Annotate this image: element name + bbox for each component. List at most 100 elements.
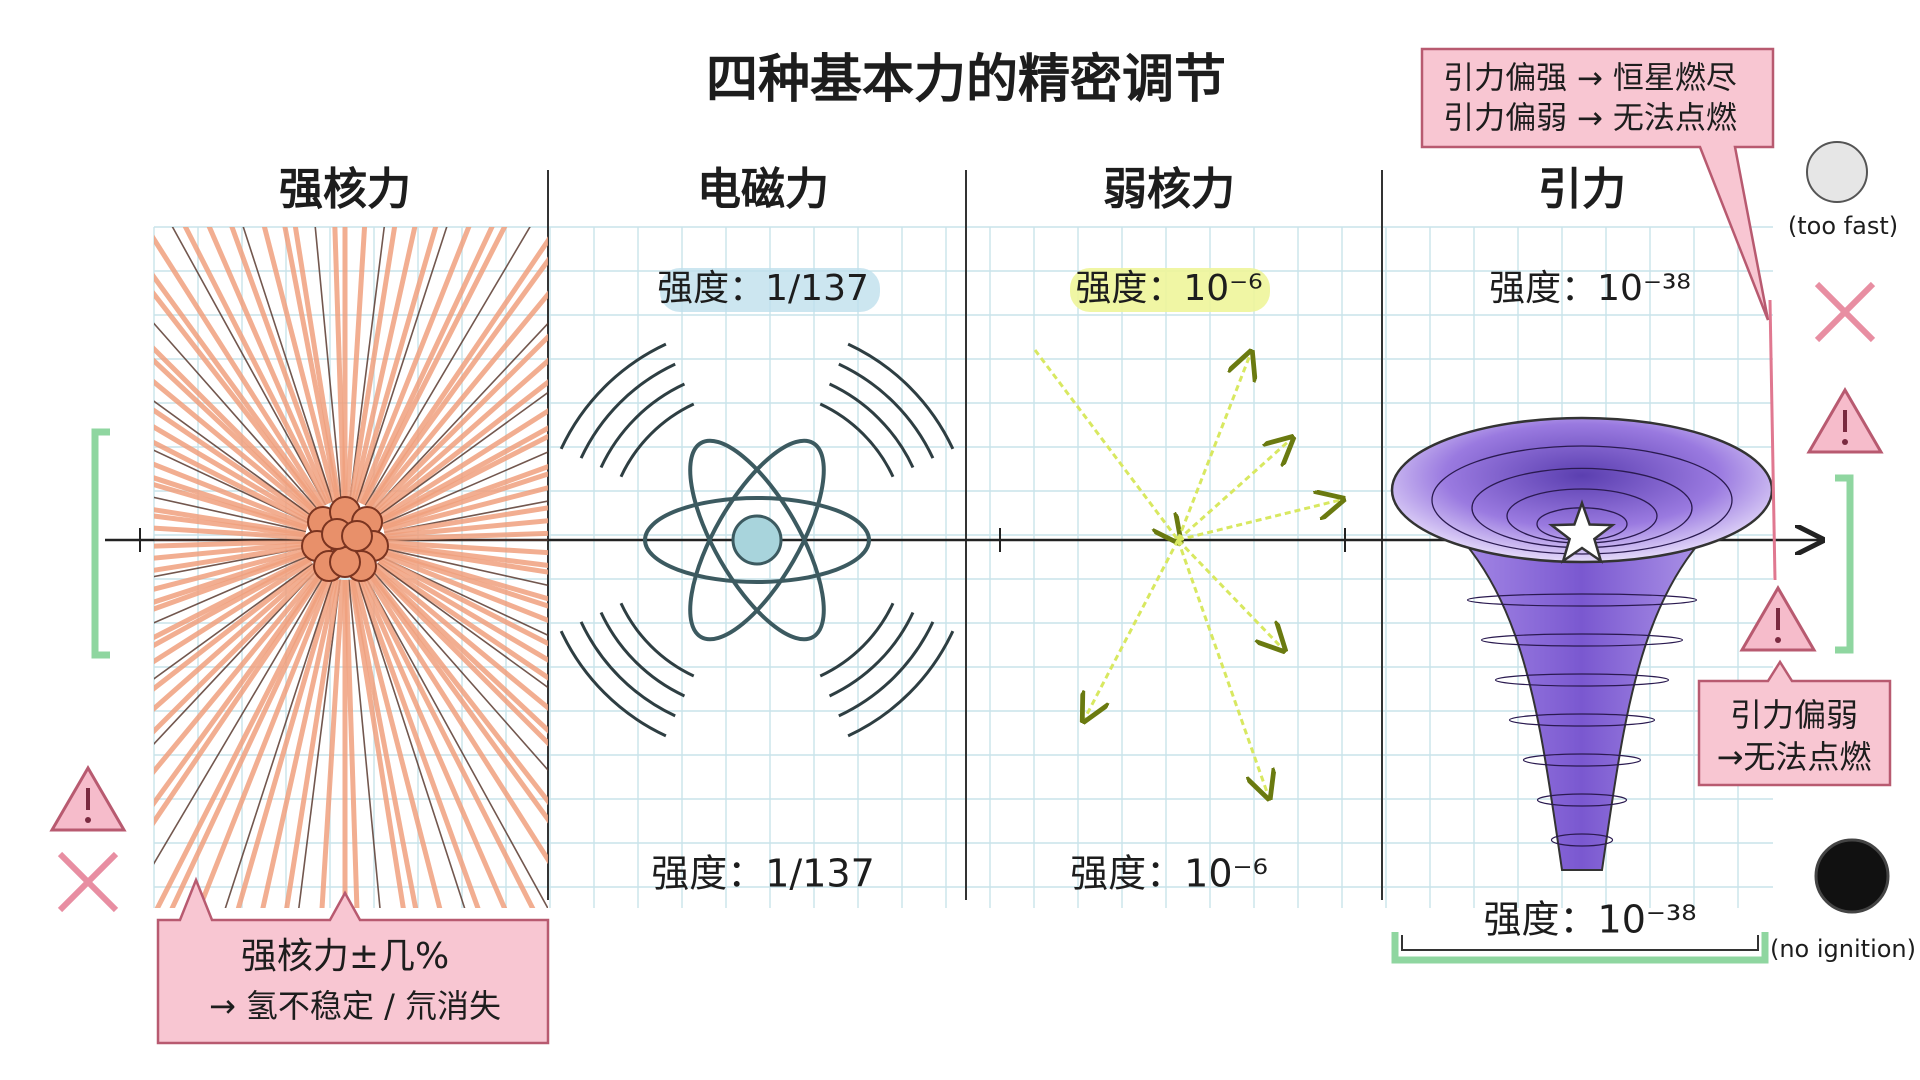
- ray: [196, 576, 333, 908]
- ray: [154, 482, 308, 532]
- ray: [154, 461, 309, 528]
- wave-arc: [619, 402, 695, 478]
- decay-arrow: [1176, 538, 1282, 648]
- ray: [154, 272, 324, 510]
- funnel-ring: [1494, 673, 1670, 687]
- note: (too fast): [1788, 212, 1898, 240]
- decay-arrow: [1177, 440, 1290, 542]
- wave-arc: [838, 362, 935, 459]
- orbit: [688, 438, 826, 642]
- ray: [154, 564, 317, 712]
- ray: [373, 357, 548, 516]
- ray: [154, 322, 320, 511]
- ray: [154, 345, 319, 514]
- decay-arrow: [1177, 500, 1340, 542]
- ray: [384, 518, 548, 539]
- illustrations: [49, 141, 1890, 964]
- wave-arc: [559, 630, 667, 738]
- ray: [154, 543, 306, 573]
- wave-arc: [847, 630, 955, 738]
- ray: [154, 574, 330, 908]
- ray: [360, 574, 536, 908]
- strength-label: 强度：10⁻⁶: [1075, 268, 1262, 309]
- ray: [282, 227, 340, 502]
- ray: [154, 571, 325, 827]
- ray: [370, 569, 548, 772]
- orbit: [688, 438, 826, 642]
- ray: [292, 227, 342, 501]
- ray: [376, 562, 548, 689]
- ray: [381, 552, 548, 623]
- ray: [154, 439, 311, 525]
- ray: [154, 538, 306, 549]
- ray: [154, 570, 324, 808]
- ray: [383, 547, 548, 587]
- ray: [376, 391, 548, 518]
- panel-label: 弱核力: [1103, 164, 1235, 215]
- strength-label: 强度：10⁻³⁸: [1484, 898, 1697, 942]
- panel-label: 强核力: [279, 164, 411, 215]
- ray: [154, 475, 308, 531]
- ray: [384, 505, 548, 537]
- ray: [378, 425, 548, 523]
- ray: [368, 290, 548, 511]
- funnel-stem: [1398, 489, 1766, 871]
- callout-text: 引力偏强 → 恒星燃尽: [1443, 61, 1737, 97]
- ray: [154, 234, 326, 508]
- ray: [154, 551, 309, 612]
- funnel-ring: [1536, 793, 1628, 807]
- wave-arc: [847, 342, 955, 450]
- ray: [154, 541, 306, 561]
- ray: [347, 579, 381, 908]
- funnel-ring: [1431, 445, 1733, 555]
- callout-text: 引力偏弱: [1730, 696, 1858, 734]
- ray: [154, 507, 306, 537]
- ray: [314, 227, 343, 501]
- ray: [351, 227, 418, 502]
- callout-box: [1697, 659, 1892, 787]
- ray: [154, 496, 307, 533]
- ray: [375, 379, 548, 518]
- ray: [377, 408, 548, 521]
- decay-arrow: [1033, 349, 1178, 540]
- ray: [154, 555, 311, 641]
- ray: [154, 568, 319, 745]
- bracket: [91, 428, 110, 659]
- strength-label: 强度：10⁻⁶: [1070, 852, 1268, 896]
- ray: [366, 256, 548, 510]
- black-ball: [1814, 838, 1890, 914]
- funnel-ring: [1508, 713, 1656, 727]
- ray: [154, 407, 314, 520]
- ray: [364, 227, 531, 506]
- callout-box: [1420, 47, 1775, 321]
- warning-dot: [85, 817, 91, 823]
- ray: [235, 577, 337, 908]
- highlight: [660, 268, 880, 312]
- ray: [356, 227, 448, 503]
- funnel-ring: [1522, 753, 1642, 767]
- ray: [383, 485, 548, 533]
- ray: [349, 227, 386, 501]
- ray: [182, 227, 330, 506]
- ray: [358, 575, 508, 908]
- funnel-ring: [1466, 593, 1698, 607]
- ray: [371, 566, 548, 747]
- wave-arc: [819, 602, 895, 678]
- atom-nucleus: [731, 514, 783, 566]
- ray: [380, 556, 548, 637]
- ray: [154, 549, 308, 605]
- ray: [356, 576, 481, 908]
- title: 四种基本力的精密调节: [706, 50, 1226, 110]
- warning-dot: [1775, 637, 1781, 643]
- ray: [154, 400, 314, 518]
- wave-arc: [838, 621, 935, 718]
- ray: [364, 572, 548, 865]
- ray: [378, 558, 548, 663]
- ray: [344, 227, 368, 501]
- ray: [154, 424, 312, 522]
- highlight: [1070, 268, 1270, 312]
- bracket: [1391, 932, 1769, 964]
- ray: [154, 562, 314, 680]
- ray: [332, 227, 347, 501]
